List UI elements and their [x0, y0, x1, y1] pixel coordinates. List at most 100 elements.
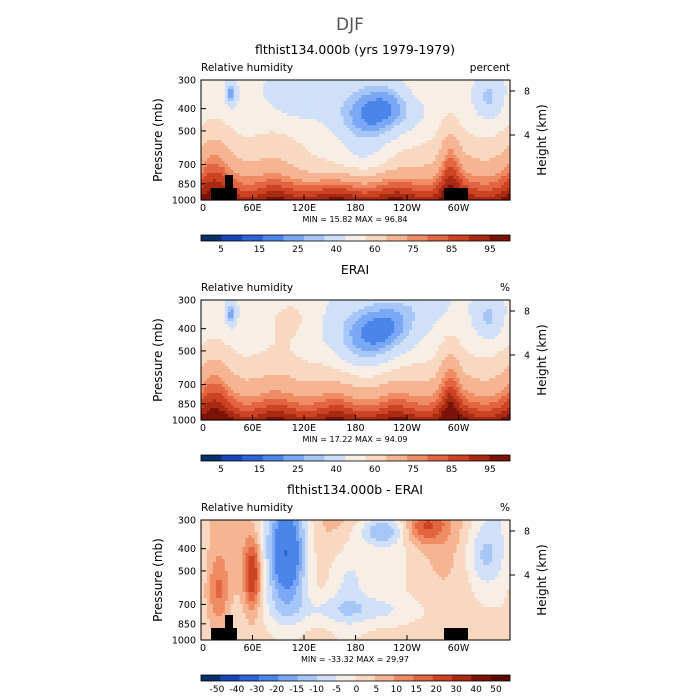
variable-label: Relative humidity: [201, 282, 293, 294]
contour-cell: [489, 92, 493, 96]
contour-cell: [411, 170, 416, 174]
contour-cell: [489, 134, 493, 138]
contour-cell: [304, 300, 309, 304]
contour-cell: [242, 89, 247, 93]
contour-cell: [423, 80, 428, 84]
contour-cell: [352, 140, 357, 144]
contour-cell: [218, 98, 223, 102]
contour-cell: [420, 143, 425, 147]
contour-cell: [447, 161, 452, 165]
contour-cell: [391, 143, 395, 147]
contour-cell: [245, 182, 250, 186]
contour-cell: [346, 149, 351, 153]
contour-cell: [201, 191, 205, 195]
topography-block: [225, 175, 233, 200]
contour-cell: [307, 125, 312, 129]
contour-cell: [287, 80, 291, 84]
contour-cell: [447, 149, 452, 153]
contour-cell: [302, 140, 306, 144]
contour-cell: [385, 116, 389, 120]
contour-cell: [367, 191, 371, 195]
contour-cell: [331, 125, 336, 129]
contour-cell: [233, 122, 238, 126]
contour-cell: [477, 161, 481, 165]
contour-cell: [299, 155, 303, 159]
contour-cell: [456, 306, 461, 310]
contour-cell: [239, 312, 244, 316]
contour-cell: [400, 306, 404, 310]
contour-cell: [394, 194, 398, 198]
contour-cell: [483, 101, 487, 105]
contour-cell: [349, 113, 354, 117]
contour-cell: [406, 176, 410, 180]
contour-cell: [349, 146, 354, 150]
contour-cell: [355, 179, 360, 183]
contour-cell: [411, 128, 416, 132]
contour-cell: [382, 116, 386, 120]
contour-cell: [459, 89, 464, 93]
contour-cell: [331, 167, 336, 171]
contour-cell: [429, 194, 434, 198]
contour-cell: [201, 98, 205, 102]
contour-cell: [471, 188, 475, 192]
contour-cell: [373, 101, 377, 105]
contour-cell: [340, 143, 345, 147]
contour-cell: [411, 155, 416, 159]
contour-cell: [406, 134, 410, 138]
colorbar-label: 15: [254, 245, 265, 255]
contour-cell: [337, 137, 342, 141]
contour-cell: [400, 80, 404, 84]
contour-cell: [388, 98, 392, 102]
colorbar-swatch: [468, 235, 490, 241]
contour-cell: [269, 125, 273, 129]
contour-cell: [423, 167, 428, 171]
contour-cell: [239, 155, 244, 159]
contour-cell: [248, 161, 253, 165]
contour-cell: [257, 98, 262, 102]
contour-cell: [352, 306, 357, 310]
contour-cell: [379, 197, 383, 201]
contour-cell: [319, 95, 324, 99]
contour-cell: [391, 155, 395, 159]
contour-cell: [504, 170, 508, 174]
contour-cell: [203, 143, 208, 147]
contour-cell: [328, 146, 333, 150]
contour-cell: [394, 197, 398, 201]
contour-cell: [429, 83, 434, 87]
contour-cell: [361, 110, 366, 114]
contour-cell: [382, 303, 386, 307]
contour-cell: [495, 125, 499, 129]
contour-cell: [263, 86, 267, 90]
contour-cell: [388, 197, 392, 201]
contour-cell: [242, 194, 247, 198]
contour-cell: [450, 179, 455, 183]
contour-cell: [441, 158, 446, 162]
contour-cell: [379, 83, 383, 87]
contour-cell: [242, 101, 247, 105]
contour-cell: [486, 98, 490, 102]
contour-cell: [269, 300, 273, 304]
contour-cell: [474, 306, 478, 310]
contour-cell: [426, 83, 431, 87]
contour-cell: [221, 155, 226, 159]
contour-cell: [408, 83, 413, 87]
contour-cell: [296, 306, 300, 310]
contour-cell: [447, 309, 452, 313]
contour-cell: [328, 86, 333, 90]
contour-cell: [203, 131, 208, 135]
contour-cell: [316, 98, 321, 102]
contour-cell: [429, 110, 434, 114]
contour-cell: [254, 131, 259, 135]
contour-cell: [254, 182, 259, 186]
contour-cell: [293, 137, 297, 141]
contour-cell: [290, 306, 294, 310]
contour-cell: [230, 300, 235, 304]
contour-cell: [438, 188, 443, 192]
contour-cell: [391, 113, 395, 117]
contour-cell: [507, 185, 511, 189]
contour-cell: [358, 194, 363, 198]
contour-cell: [278, 143, 282, 147]
contour-cell: [296, 179, 300, 183]
contour-cell: [296, 188, 300, 192]
contour-cell: [340, 161, 345, 165]
